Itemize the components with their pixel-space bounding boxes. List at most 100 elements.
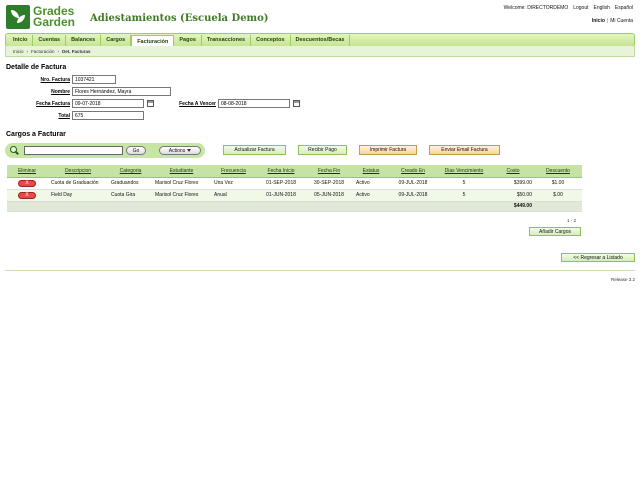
fecha-vencer-label: Fecha A Vencer xyxy=(179,100,216,107)
actions-button[interactable]: Actions xyxy=(159,146,201,155)
cell-descuento: $1.00 xyxy=(534,177,582,190)
breadcrumb-current: Det. Facturas xyxy=(62,48,91,54)
actualizar-factura-button[interactable]: Actualizar Factura xyxy=(223,145,286,155)
breadcrumb-separator-icon: › xyxy=(57,48,60,54)
breadcrumb-inicio[interactable]: Inicio xyxy=(13,48,24,54)
tab-inicio[interactable]: Inicio xyxy=(8,34,34,46)
total-costo: $449.00 xyxy=(492,201,534,212)
go-label: Go xyxy=(132,147,140,154)
delete-button[interactable]: X xyxy=(18,179,36,187)
search-input[interactable] xyxy=(24,146,123,155)
logo-line2: Garden xyxy=(33,15,76,29)
fecha-factura-label: Fecha Factura xyxy=(36,100,70,107)
cell-estudiante: Marisol Cruz Flores xyxy=(152,189,211,202)
add-cargos-button[interactable]: Añadir Cargos xyxy=(529,227,581,236)
cell-frecuencia: Una Vez xyxy=(211,177,256,190)
cell-descripcion: Field Day xyxy=(47,189,109,202)
inicio-link[interactable]: Inicio xyxy=(591,18,605,24)
cell-dias-vencimiento: 5 xyxy=(436,177,492,190)
nro-factura-label: Nro. Factura xyxy=(40,76,70,83)
table-row: X Cuota de Graduación Graduandos Marisol… xyxy=(7,177,582,190)
breadcrumb-facturacion[interactable]: Facturación xyxy=(31,48,55,54)
logo: Grades Garden xyxy=(6,5,75,29)
release-text: Release 3.2 xyxy=(610,277,635,282)
main-nav: Inicio Cuentas Balances Cargos Facturaci… xyxy=(5,33,635,47)
col-estudiante[interactable]: Estudiante xyxy=(152,165,211,178)
tab-balances[interactable]: Balances xyxy=(66,34,102,46)
tab-pagos[interactable]: Pagos xyxy=(174,34,202,46)
search-icon[interactable] xyxy=(9,145,20,156)
nombre-label: Nombre xyxy=(51,88,70,95)
cell-estudiante: Marisol Cruz Flores xyxy=(152,177,211,190)
col-descripcion[interactable]: Descripcion xyxy=(47,165,109,178)
cell-creado-en: 09-JUL-2018 xyxy=(390,177,436,190)
total-field[interactable]: 675 xyxy=(72,111,144,120)
pager: 1 - 2 xyxy=(567,218,577,223)
cell-fecha-fin: 30-SEP-2018 xyxy=(306,177,352,190)
back-to-list-button[interactable]: << Regresar a Listado xyxy=(561,253,635,262)
table-total-row: $449.00 xyxy=(7,201,582,212)
col-estatus[interactable]: Estatus xyxy=(352,165,390,178)
welcome-text: Welcome: DIRECTORDEMO xyxy=(503,5,569,11)
col-descuento[interactable]: Descuento xyxy=(534,165,582,178)
search-bar: Go Actions xyxy=(5,143,205,158)
tab-descuentos-becas[interactable]: Descuentos/Becas xyxy=(291,34,351,46)
tab-transacciones[interactable]: Transacciones xyxy=(202,34,252,46)
leaf-icon xyxy=(6,5,30,29)
cell-descuento: $.00 xyxy=(534,189,582,202)
cell-categoria: Graduandos xyxy=(109,177,152,190)
app-title: Adiestamientos (Escuela Demo) xyxy=(90,13,269,24)
col-frecuencia[interactable]: Frecuencia xyxy=(211,165,256,178)
breadcrumb: Inicio › Facturación › Det. Facturas xyxy=(5,46,635,57)
cell-estatus: Activo xyxy=(352,177,390,190)
english-link[interactable]: English xyxy=(593,5,610,11)
cargos-title: Cargos a Facturar xyxy=(6,131,66,138)
cell-fecha-inicio: 01-JUN-2018 xyxy=(256,189,306,202)
detail-title: Detalle de Factura xyxy=(6,64,67,71)
col-fecha-inicio[interactable]: Fecha Inicio xyxy=(256,165,306,178)
col-dias-vencimiento[interactable]: Dias Vencimiento xyxy=(436,165,492,178)
total-label: Total xyxy=(58,112,70,119)
enviar-email-button[interactable]: Enviar Email Factura xyxy=(429,145,500,155)
cell-creado-en: 09-JUL-2018 xyxy=(390,189,436,202)
calendar-icon[interactable] xyxy=(147,100,154,107)
tab-cuentas[interactable]: Cuentas xyxy=(33,34,67,46)
table-header-row: Eliminar Descripcion Categoria Estudiant… xyxy=(7,165,582,178)
tab-conceptos[interactable]: Conceptos xyxy=(251,34,291,46)
top-links: Welcome: DIRECTORDEMO Logout English Esp… xyxy=(504,5,633,11)
imprimir-factura-button[interactable]: Imprimir Factura xyxy=(359,145,417,155)
tab-cargos[interactable]: Cargos xyxy=(101,34,132,46)
col-costo[interactable]: Costo xyxy=(492,165,534,178)
col-creado-en[interactable]: Creado En xyxy=(390,165,436,178)
nro-factura-field[interactable]: 1037421 xyxy=(72,75,116,84)
divider xyxy=(5,270,635,271)
chevron-down-icon xyxy=(187,149,192,152)
logo-line1: Grades xyxy=(33,4,75,18)
cell-dias-vencimiento: 5 xyxy=(436,189,492,202)
espanol-link[interactable]: Español xyxy=(614,5,633,11)
cell-costo: $50.00 xyxy=(492,189,534,202)
cell-fecha-fin: 05-JUN-2018 xyxy=(306,189,352,202)
cell-frecuencia: Anual xyxy=(211,189,256,202)
cell-categoria: Cuota Gira xyxy=(109,189,152,202)
col-categoria[interactable]: Categoria xyxy=(109,165,152,178)
fecha-factura-field[interactable]: 09-07-2018 xyxy=(72,99,144,108)
col-fecha-fin[interactable]: Fecha Fin xyxy=(306,165,352,178)
cell-costo: $399.00 xyxy=(492,177,534,190)
col-eliminar[interactable]: Eliminar xyxy=(7,165,47,178)
mi-cuenta-link[interactable]: Mi Cuenta xyxy=(610,18,633,24)
cell-estatus: Activo xyxy=(352,189,390,202)
recibir-pago-button[interactable]: Recibir Pago xyxy=(298,145,347,155)
actions-label: Actions xyxy=(168,147,186,154)
logout-link[interactable]: Logout xyxy=(573,5,589,11)
tab-facturacion[interactable]: Facturación xyxy=(131,35,175,47)
calendar-icon[interactable] xyxy=(293,100,300,107)
cell-descripcion: Cuota de Graduación xyxy=(47,177,109,190)
table-row: X Field Day Cuota Gira Marisol Cruz Flor… xyxy=(7,189,582,202)
cargos-table: Eliminar Descripcion Categoria Estudiant… xyxy=(7,165,582,212)
breadcrumb-separator-icon: › xyxy=(26,48,29,54)
nombre-field[interactable]: Flores Hernández, Mayra xyxy=(72,87,171,96)
fecha-vencer-field[interactable]: 08-08-2018 xyxy=(218,99,290,108)
delete-button[interactable]: X xyxy=(18,191,36,199)
go-button[interactable]: Go xyxy=(126,146,146,155)
